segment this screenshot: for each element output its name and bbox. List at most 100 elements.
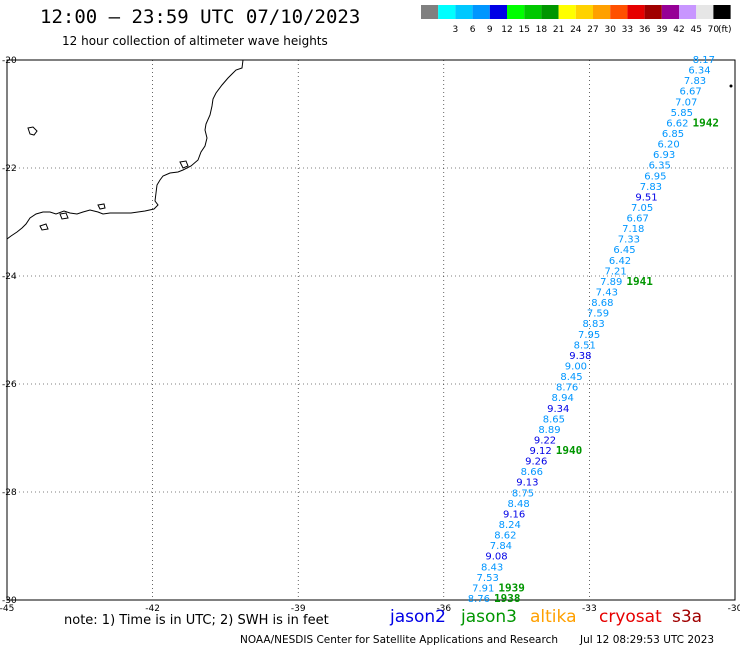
legend-swatch <box>627 5 645 19</box>
legend-swatch <box>696 5 714 19</box>
sat-altika: altika <box>530 607 577 627</box>
island-outline <box>27 126 38 136</box>
legend-swatch <box>644 5 662 19</box>
legend-label: 9 <box>487 25 493 35</box>
legend-label: 33 <box>622 25 633 35</box>
swh-value: 7.83 <box>640 182 662 193</box>
swh-value: 6.95 <box>644 171 666 182</box>
time-label: 1938 <box>494 592 521 605</box>
lon-tick-label: -36 <box>436 604 451 614</box>
swh-value: 8.48 <box>507 499 529 510</box>
lon-tick-label: -45 <box>0 604 14 614</box>
satellite-track: 8.176.347.836.677.075.856.626.856.206.93… <box>468 55 715 605</box>
swh-value: 9.34 <box>547 404 569 415</box>
legend-swatch <box>610 5 628 19</box>
swh-value: 9.16 <box>503 509 525 520</box>
swh-value: 7.59 <box>587 309 609 320</box>
lon-tick-label: -33 <box>582 604 597 614</box>
island-outline <box>59 212 69 220</box>
island-outline <box>179 160 189 169</box>
swh-value: 7.18 <box>622 224 644 235</box>
island-outline <box>97 203 106 210</box>
swh-value: 6.34 <box>688 66 710 77</box>
sat-cryosat: cryosat <box>599 607 662 627</box>
swh-value: 6.35 <box>649 161 671 172</box>
legend-label: 36 <box>639 25 651 35</box>
legend-label: 39 <box>656 25 668 35</box>
swh-value: 9.00 <box>565 361 587 372</box>
legend-swatch <box>713 5 731 19</box>
legend-swatch <box>661 5 679 19</box>
sat-jason3: jason3 <box>461 607 517 627</box>
legend-swatch <box>593 5 611 19</box>
swh-value: 8.51 <box>574 340 596 351</box>
lat-lon-grid: -45 -42 -39 -36 -33 -30 -20 -22 -24 -26 -28 -30 <box>0 56 740 614</box>
legend-swatch <box>575 5 593 19</box>
lon-tick-label: -30 <box>728 604 740 614</box>
swh-value: 9.26 <box>525 457 547 468</box>
swh-value: 6.67 <box>627 214 649 225</box>
swh-value: 9.38 <box>569 351 591 362</box>
swh-value: 8.65 <box>543 414 565 425</box>
color-legend: 3 6 9 12 15 18 21 24 27 30 33 36 39 42 45 70(ft) <box>421 5 732 35</box>
swh-value: 8.62 <box>494 531 516 542</box>
coastline <box>6 59 244 240</box>
swh-value: 6.62 <box>666 118 688 129</box>
swh-value: 7.84 <box>490 541 512 552</box>
legend-label: 15 <box>518 25 529 35</box>
swh-value: 7.83 <box>684 76 706 87</box>
swh-value: 7.43 <box>596 288 618 299</box>
lat-tick-label: -28 <box>2 488 17 498</box>
island-outline <box>39 223 49 231</box>
swh-value: 6.67 <box>679 87 701 98</box>
legend-label: 45 <box>690 25 701 35</box>
credit-line: NOAA/NESDIS Center for Satellite Applica… <box>240 634 558 646</box>
swh-value: 8.24 <box>499 520 521 531</box>
lat-tick-label: -20 <box>2 56 17 66</box>
swh-value: 8.66 <box>521 467 543 478</box>
legend-swatch <box>421 5 439 19</box>
lat-tick-label: -22 <box>2 164 17 174</box>
swh-value: 6.93 <box>653 150 675 161</box>
legend-label: 70 <box>708 25 720 35</box>
swh-value: 9.08 <box>485 552 507 563</box>
legend-swatch <box>472 5 490 19</box>
track-marker <box>729 84 733 88</box>
swh-value: 7.89 <box>600 277 622 288</box>
swh-value: 9.12 <box>529 446 551 457</box>
map-subtitle: 12 hour collection of altimeter wave hei… <box>62 34 328 48</box>
swh-value: 7.07 <box>675 97 697 108</box>
legend-label: 6 <box>470 25 476 35</box>
swh-value: 7.95 <box>578 330 600 341</box>
legend-swatch <box>541 5 559 19</box>
swh-value: 6.85 <box>662 129 684 140</box>
swh-value: 8.75 <box>512 488 534 499</box>
lat-tick-label: -26 <box>2 380 17 390</box>
swh-value: 9.22 <box>534 435 556 446</box>
legend-label: 21 <box>553 25 564 35</box>
swh-value: 5.85 <box>671 108 693 119</box>
map-title: 12:00 – 23:59 UTC 07/10/2023 <box>40 6 361 28</box>
legend-unit: (ft) <box>718 25 732 35</box>
sat-s3a: s3a <box>672 607 703 627</box>
legend-swatch <box>679 5 697 19</box>
swh-value: 6.42 <box>609 256 631 267</box>
swh-value: 9.13 <box>516 478 538 489</box>
map-frame <box>6 59 736 601</box>
swh-value: 8.43 <box>481 562 503 573</box>
swh-value: 7.91 <box>472 583 494 594</box>
legend-label: 18 <box>536 25 548 35</box>
legend-label: 42 <box>673 25 684 35</box>
legend-swatch <box>507 5 525 19</box>
lon-tick-label: -39 <box>291 604 306 614</box>
legend-swatch <box>558 5 576 19</box>
timestamp: Jul 12 08:29:53 UTC 2023 <box>580 634 715 646</box>
swh-value: 8.89 <box>538 425 560 436</box>
swh-value: 8.45 <box>560 372 582 383</box>
swh-value: 9.51 <box>635 192 657 203</box>
footer-note: note: 1) Time is in UTC; 2) SWH is in fe… <box>64 613 329 628</box>
legend-label: 30 <box>604 25 616 35</box>
swh-value: 8.94 <box>552 393 574 404</box>
